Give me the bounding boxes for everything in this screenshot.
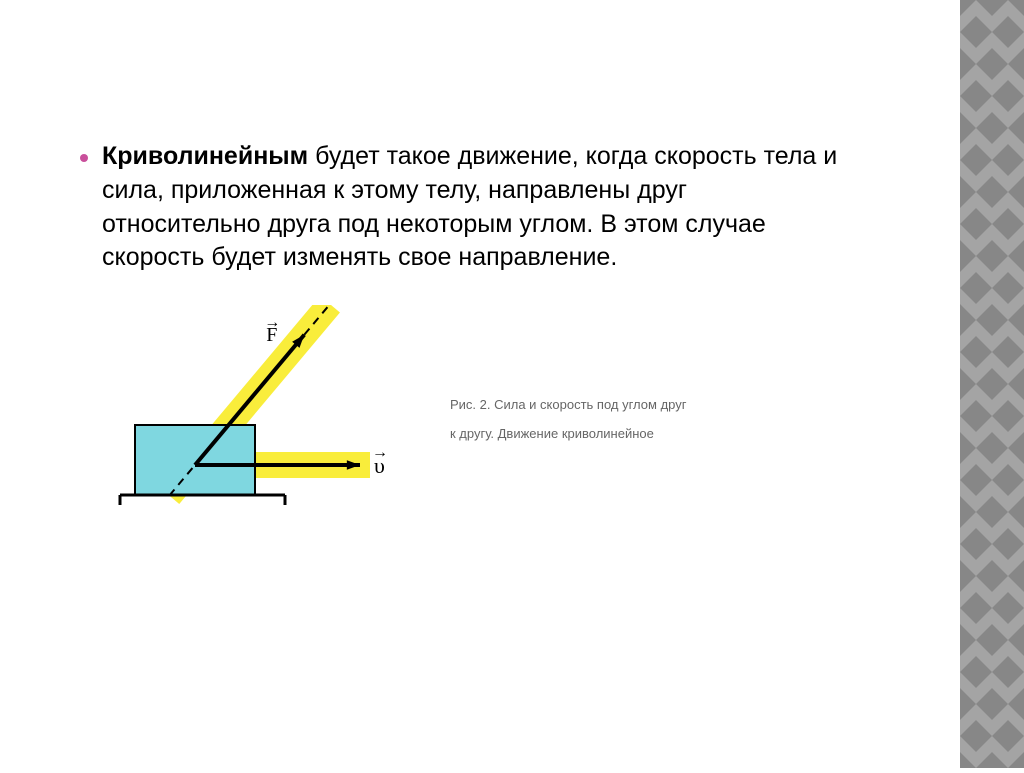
lead-word: Криволинейным xyxy=(102,142,308,170)
slide-content: Криволинейным будет такое движение, когд… xyxy=(0,0,960,768)
bullet-paragraph: Криволинейным будет такое движение, когд… xyxy=(80,140,900,275)
figure-caption: Рис. 2. Сила и скорость под углом друг к… xyxy=(450,391,686,448)
decorative-sidebar xyxy=(960,0,1024,768)
svg-text:→: → xyxy=(372,444,388,461)
force-velocity-diagram: F→υ→ xyxy=(110,305,410,535)
body-text: Криволинейным будет такое движение, когд… xyxy=(102,140,842,275)
caption-line-2: к другу. Движение криволинейное xyxy=(450,420,686,449)
diagram-area: F→υ→ Рис. 2. Сила и скорость под углом д… xyxy=(80,305,900,535)
caption-line-1: Рис. 2. Сила и скорость под углом друг xyxy=(450,391,686,420)
svg-text:→: → xyxy=(264,314,280,331)
bullet-icon xyxy=(80,154,88,162)
